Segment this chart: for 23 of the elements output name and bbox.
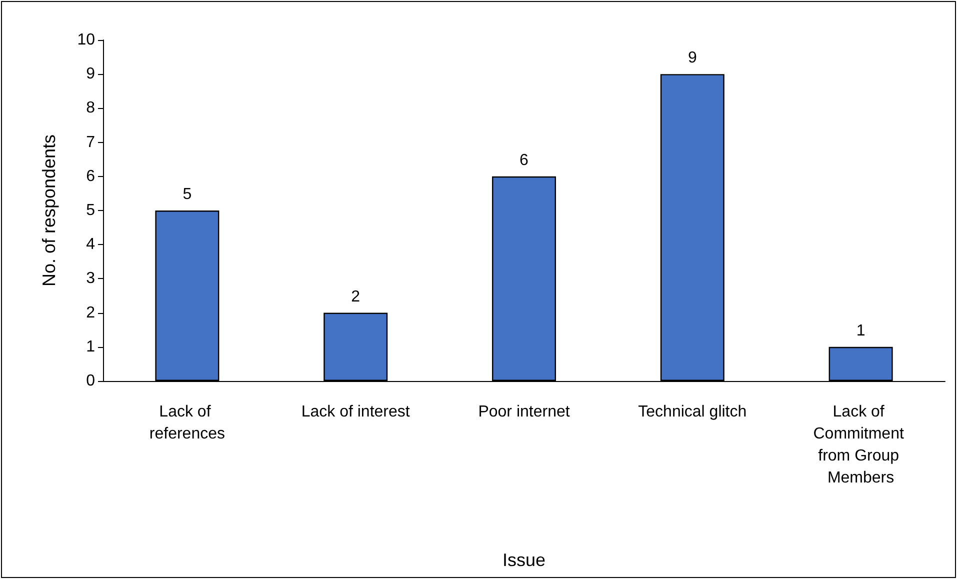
y-tick-label: 1 [86,338,96,356]
y-tick-label: 9 [86,66,96,83]
x-tick-label: Lack of references [149,404,225,442]
y-tick-label: 10 [77,32,96,48]
y-tick-label: 5 [86,202,96,219]
y-tick-label: 2 [86,304,96,322]
data-label: 9 [688,50,697,67]
y-tick-label: 3 [86,270,96,288]
x-tick-label: Technical glitch [638,404,747,420]
x-tick-label: Lack of interest [301,404,410,420]
y-tick-label: 6 [86,168,96,185]
data-label: 5 [182,186,192,203]
x-tick-label: Poor internet [478,404,570,420]
x-axis-title: Issue [502,550,546,570]
x-tick-label: Lack of Commitment from Group Members [813,404,908,486]
y-tick-label: 4 [86,236,96,254]
data-label: 1 [856,322,866,340]
y-tick-label: 0 [86,372,96,390]
data-label: 6 [520,152,529,169]
y-axis-title: No. of respondents [39,134,59,287]
y-tick-label: 7 [86,134,96,151]
data-label: 2 [351,288,360,306]
y-tick-label: 8 [86,100,96,117]
